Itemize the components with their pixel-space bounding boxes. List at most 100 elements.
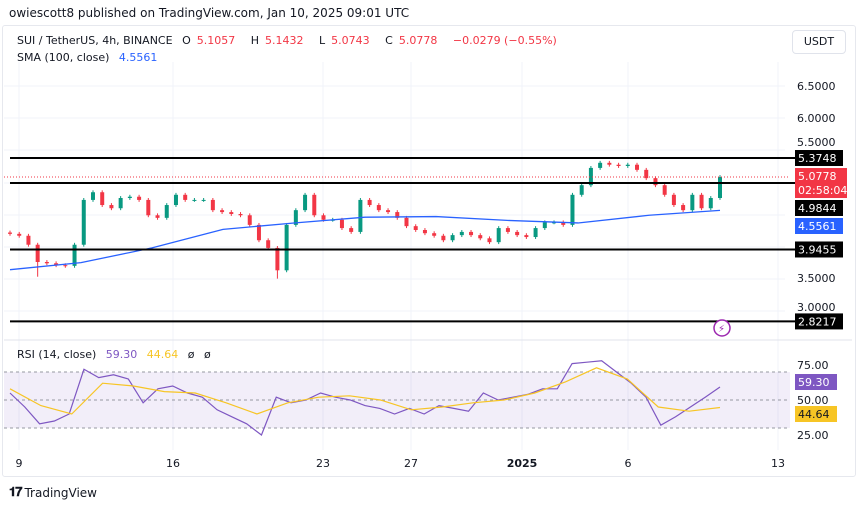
sma-legend[interactable]: SMA (100, close) 4.5561 <box>17 51 163 64</box>
last-price-box <box>795 168 847 199</box>
chart-frame <box>2 25 856 477</box>
close-value: C 5.0778 <box>385 34 443 47</box>
level-label-box <box>795 313 843 330</box>
candle-body <box>404 217 409 227</box>
candle-body <box>284 224 289 271</box>
candle-body <box>542 222 547 229</box>
candle-body <box>220 210 225 213</box>
lightning-icon-glyph: ⚡ <box>718 324 725 335</box>
candle-body <box>339 219 344 229</box>
sma-price-box <box>795 218 843 234</box>
candle-body <box>173 194 178 206</box>
low-number: 5.0743 <box>331 34 370 47</box>
rsi-line <box>9 360 721 436</box>
candle-body <box>718 177 722 198</box>
candle-body <box>118 198 123 209</box>
candle-body <box>17 233 22 236</box>
candle-body <box>63 265 68 267</box>
price-axis-label: 5.5000 <box>797 136 836 149</box>
level-label: 4.9844 <box>798 202 837 215</box>
candle-body <box>146 199 151 216</box>
candle-body <box>515 231 520 236</box>
candle-body <box>635 164 640 170</box>
time-axis-label: 6 <box>625 457 632 470</box>
candle-body <box>312 194 317 216</box>
candle-body <box>81 199 86 245</box>
rsi-value-box <box>795 374 837 390</box>
candle-body <box>478 235 483 239</box>
rsi-label: RSI (14, close) <box>17 348 97 361</box>
symbol-legend: SUI / TetherUS, 4h, BINANCE O 5.1057 H 5.1… <box>17 34 563 47</box>
candle-body <box>533 228 538 238</box>
candle-body <box>164 205 169 218</box>
rsi-ma-value: 44.64 <box>146 348 179 361</box>
currency-button[interactable]: USDT <box>792 30 846 54</box>
candle-body <box>321 215 326 220</box>
candle-body <box>44 262 49 264</box>
candle-body <box>127 196 132 198</box>
level-label: 3.9455 <box>798 243 837 256</box>
candle-body <box>496 228 501 243</box>
candle-body <box>459 231 464 236</box>
candle-body <box>386 210 391 213</box>
rsi-axis-label: 75.00 <box>797 359 829 372</box>
candle-body <box>8 232 12 234</box>
candle-body <box>579 185 584 195</box>
sma-value: 4.5561 <box>118 51 158 64</box>
candle-body <box>72 244 77 266</box>
time-axis-label: 16 <box>166 457 180 470</box>
open-value: O 5.1057 <box>182 34 241 47</box>
tradingview-logo[interactable]: 𝟏𝟕 TradingView <box>9 485 97 500</box>
time-axis-label: 9 <box>16 457 23 470</box>
candle-body <box>552 222 557 224</box>
symbol-label[interactable]: SUI / TetherUS, 4h, BINANCE <box>17 34 173 47</box>
candle-body <box>100 192 105 206</box>
countdown-label: 02:58:04 <box>798 184 847 197</box>
last-price-label: 5.0778 <box>798 170 837 183</box>
candle-body <box>653 178 658 186</box>
candle-body <box>210 199 215 211</box>
rsi-axis-label: 25.00 <box>797 429 829 442</box>
open-label: O <box>182 34 191 47</box>
price-axis-label: 3.5000 <box>797 272 836 285</box>
time-axis-label: 13 <box>771 457 785 470</box>
rsi-value-label: 44.64 <box>798 408 830 421</box>
candle-body <box>376 205 381 211</box>
candle-body <box>681 205 686 211</box>
low-value: L 5.0743 <box>319 34 376 47</box>
time-axis-label: 27 <box>404 457 418 470</box>
rsi-legend[interactable]: RSI (14, close) 59.30 44.64 ø ø <box>17 348 217 361</box>
candle-body <box>708 198 713 209</box>
candle-body <box>625 164 630 166</box>
candle-body <box>505 228 510 232</box>
lightning-icon <box>713 319 731 337</box>
candle-body <box>26 235 31 245</box>
sma-price-label: 4.5561 <box>798 220 837 233</box>
rsi-value-box <box>795 406 837 422</box>
candle-body <box>690 194 695 211</box>
candle-body <box>469 231 474 236</box>
candle-body <box>229 212 234 214</box>
candle-body <box>201 199 206 201</box>
candle-body <box>432 233 437 236</box>
candle-body <box>524 235 529 238</box>
candle-body <box>570 194 575 225</box>
level-label-box <box>795 150 843 167</box>
high-number: 5.1432 <box>265 34 304 47</box>
price-axis-label: 6.0000 <box>797 112 836 125</box>
candle-body <box>183 194 188 200</box>
price-axis-label: 6.5000 <box>797 80 836 93</box>
close-label: C <box>385 34 393 47</box>
candle-body <box>256 224 261 241</box>
rsi-extra-1: ø <box>187 348 195 361</box>
candle-body <box>293 210 298 225</box>
candle-body <box>247 215 252 225</box>
candle-body <box>662 185 667 195</box>
candle-body <box>422 230 427 234</box>
candle-body <box>671 194 676 206</box>
candle-body <box>598 162 603 168</box>
candle-body <box>561 222 566 225</box>
candle-body <box>487 238 492 243</box>
published-caption: owiescott8 published on TradingView.com,… <box>9 6 410 20</box>
